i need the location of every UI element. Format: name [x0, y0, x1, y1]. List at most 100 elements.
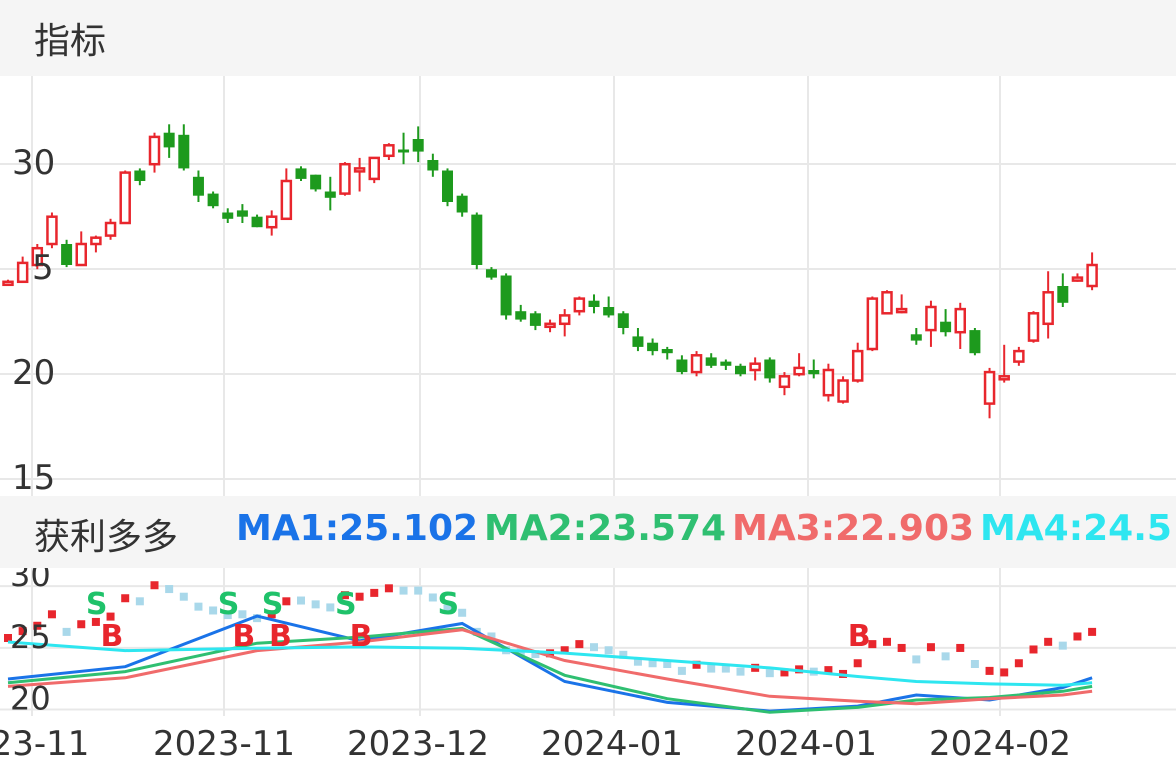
buy-signal: B [101, 619, 124, 654]
candle-body [544, 322, 556, 329]
indicator-block [1029, 645, 1038, 654]
indicator-block [868, 640, 877, 649]
candle [910, 328, 922, 345]
y-tick-label: 30 [12, 143, 55, 183]
candle-body [61, 244, 73, 265]
candle [851, 342, 864, 383]
candle-body [617, 313, 629, 328]
indicator-block [1088, 627, 1097, 636]
indicator-block [399, 586, 408, 595]
candle-body [808, 370, 820, 375]
indicator-block [297, 596, 305, 605]
candle [1042, 271, 1054, 339]
candle-body [558, 314, 571, 326]
buy-signal: B [232, 619, 255, 654]
candle [192, 170, 204, 202]
candle-body [339, 162, 351, 195]
candle-body [866, 297, 879, 351]
indicator-block [956, 643, 965, 652]
indicator-block [150, 581, 159, 590]
candle-body [895, 307, 908, 314]
candle [720, 359, 732, 370]
indicator-block [414, 586, 423, 595]
candle [925, 300, 937, 347]
candle-body [178, 134, 190, 169]
candle-body [676, 359, 688, 373]
sell-signal: S [262, 587, 284, 622]
candle [617, 311, 629, 335]
candle-body [192, 176, 204, 196]
sell-signal: S [438, 587, 460, 622]
indicator-block [77, 620, 86, 629]
candle [119, 170, 131, 225]
candle [735, 363, 746, 377]
candle-body [427, 160, 439, 171]
buy-signal: B [350, 619, 373, 654]
indicator-block [458, 608, 467, 617]
indicator-block [677, 666, 686, 675]
indicator-block [33, 621, 42, 630]
candle-body [148, 135, 161, 166]
indicator-block [311, 600, 320, 609]
indicator-block [765, 669, 774, 678]
y-tick-label: 15 [12, 458, 55, 496]
indicator-block [736, 667, 745, 676]
ma1-value: MA1:25.102 [236, 508, 479, 549]
candle [881, 290, 893, 315]
candle [603, 296, 615, 318]
indicator-block [1073, 632, 1082, 641]
buy-signal: B [269, 619, 292, 654]
candle [398, 132, 410, 165]
candle-body [735, 365, 746, 375]
ma-lines [7, 614, 1093, 714]
candle [661, 346, 673, 360]
candle [837, 376, 849, 404]
candle [148, 132, 161, 173]
candle-body [353, 167, 366, 173]
candle [61, 239, 73, 268]
indicator-block [487, 632, 496, 641]
indicator-block [106, 612, 115, 621]
indicator-block [1058, 641, 1067, 650]
candle-body [822, 368, 835, 397]
candle-body [778, 375, 791, 389]
candle-body [368, 156, 380, 181]
candle [778, 372, 791, 396]
x-tick-label: 2024-01 [734, 724, 878, 764]
indicator-name[interactable]: 获利多多 [34, 517, 179, 558]
candle [895, 294, 908, 314]
candle [1027, 311, 1040, 343]
candle-body [749, 362, 761, 372]
candle-body [442, 170, 453, 202]
sell-signal: S [86, 587, 108, 622]
indicator-block [560, 646, 569, 655]
indicator-block [326, 603, 335, 612]
candle-body [515, 311, 527, 320]
indicator-block [428, 593, 437, 602]
candle-body [881, 291, 893, 315]
candle-body [1013, 349, 1025, 363]
candle [324, 176, 336, 211]
candle-body [104, 221, 117, 237]
candle-body [31, 246, 44, 267]
candle [31, 244, 44, 270]
ma3-value: MA3:22.903 [732, 508, 975, 549]
candle-body [764, 359, 776, 379]
candle [207, 191, 219, 209]
indicator-block [384, 584, 393, 593]
candle [764, 357, 776, 383]
indicator-block [1014, 659, 1023, 668]
candle-body [1071, 276, 1084, 282]
candle-body [529, 313, 541, 326]
candle [690, 351, 703, 377]
candle-body [573, 297, 586, 313]
indicator-block [780, 668, 789, 677]
x-tick-label: 2024-02 [928, 724, 1072, 764]
indicator-tab-title[interactable]: 指标 [34, 21, 107, 62]
indicator-block [985, 666, 994, 675]
candle [265, 210, 278, 236]
y-tick-label: 25 [10, 618, 51, 656]
x-tick-label: 2023-12 [346, 724, 490, 764]
candle-body [940, 321, 952, 333]
